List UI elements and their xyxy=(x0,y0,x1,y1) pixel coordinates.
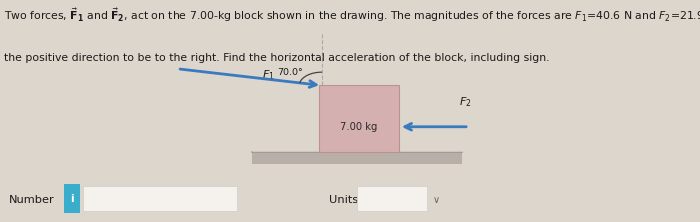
Text: i: i xyxy=(70,194,74,204)
Bar xyxy=(318,85,399,152)
Text: ∨: ∨ xyxy=(433,195,440,205)
Text: Units: Units xyxy=(329,195,358,205)
Text: 70.0°: 70.0° xyxy=(278,68,303,77)
Bar xyxy=(83,186,237,211)
Text: the positive direction to be to the right. Find the horizontal acceleration of t: the positive direction to be to the righ… xyxy=(4,53,549,63)
Bar xyxy=(357,186,427,211)
Bar xyxy=(252,152,462,164)
Text: Two forces, $\mathbf{\vec{F}_1}$ and $\mathbf{\vec{F}_2}$, act on the 7.00-kg bl: Two forces, $\mathbf{\vec{F}_1}$ and $\m… xyxy=(4,7,700,24)
Text: 7.00 kg: 7.00 kg xyxy=(340,122,377,132)
Text: $\it{F}_2$: $\it{F}_2$ xyxy=(459,95,472,109)
Text: $\it{F}_1$: $\it{F}_1$ xyxy=(262,68,275,82)
Bar xyxy=(64,184,80,213)
Text: Number: Number xyxy=(8,195,54,205)
